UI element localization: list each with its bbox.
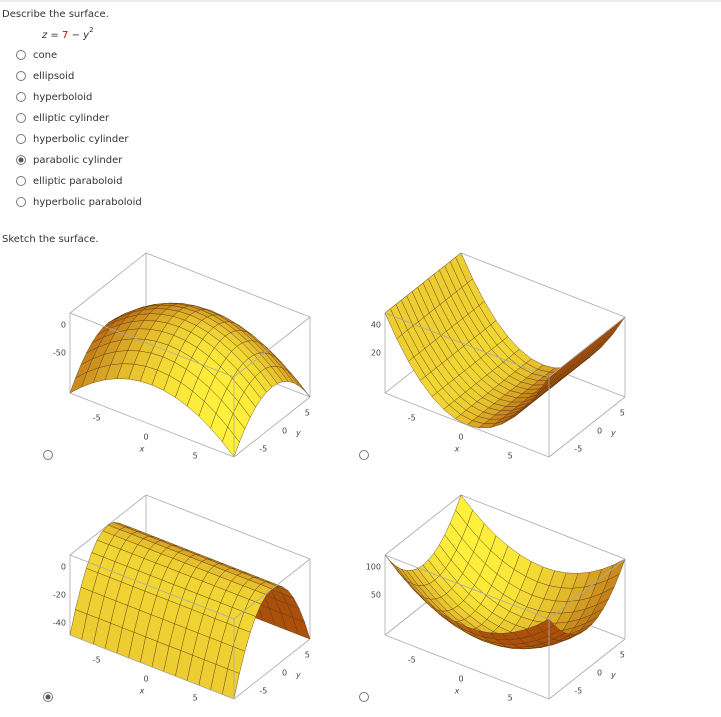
- box-edge: [145, 252, 311, 318]
- box-edge: [233, 316, 311, 378]
- x-tick-label: 0: [143, 675, 148, 684]
- equation-exponent: 2: [89, 26, 93, 34]
- y-tick-label: 5: [305, 651, 310, 660]
- box-edge: [233, 558, 311, 620]
- y-tick-label: -5: [259, 445, 267, 454]
- radio-button[interactable]: [359, 450, 369, 460]
- radio-dot: [45, 694, 51, 700]
- y-tick-label: 5: [620, 409, 625, 418]
- z-tick-label: -50: [53, 349, 66, 358]
- box-edge: [233, 396, 311, 458]
- option-label[interactable]: elliptic cylinder: [33, 113, 110, 124]
- x-axis-label: x: [454, 445, 460, 454]
- z-tick-label: 20: [371, 349, 381, 358]
- box-edge: [384, 494, 462, 556]
- surface-patch: [596, 325, 615, 347]
- option-label[interactable]: hyperbolic paraboloid: [33, 197, 142, 208]
- x-tick-label: 0: [458, 433, 463, 442]
- radio-dot: [18, 157, 24, 163]
- x-tick-label: 0: [143, 433, 148, 442]
- box-edge: [460, 494, 626, 560]
- x-tick-label: 5: [508, 694, 513, 703]
- z-tick-label: 0: [61, 321, 66, 330]
- option-label[interactable]: parabolic cylinder: [33, 155, 123, 166]
- x-tick-label: -5: [408, 655, 416, 664]
- z-tick-label: -40: [53, 619, 66, 628]
- box-edge: [69, 634, 235, 700]
- box-edge: [69, 252, 147, 314]
- option-label[interactable]: elliptic paraboloid: [33, 176, 122, 187]
- radio-button[interactable]: [16, 50, 26, 60]
- question-prompt: Describe the surface.: [2, 9, 109, 20]
- x-axis-label: x: [139, 687, 145, 696]
- sketch-prompt: Sketch the surface.: [2, 234, 99, 245]
- x-axis-label: x: [454, 687, 460, 696]
- box-edge: [233, 638, 311, 700]
- y-tick-label: 0: [282, 427, 287, 436]
- radio-button[interactable]: [16, 113, 26, 123]
- option-label[interactable]: ellipsoid: [33, 71, 74, 82]
- y-axis-label: y: [610, 671, 616, 680]
- y-tick-label: -5: [574, 687, 582, 696]
- equation-operator: −: [72, 30, 80, 41]
- y-axis-label: y: [610, 429, 616, 438]
- y-tick-label: 0: [597, 427, 602, 436]
- x-tick-label: 0: [458, 675, 463, 684]
- x-tick-label: -5: [408, 413, 416, 422]
- y-tick-label: 0: [282, 669, 287, 678]
- radio-button[interactable]: [43, 450, 53, 460]
- box-edge: [69, 554, 235, 620]
- option-label[interactable]: hyperboloid: [33, 92, 92, 103]
- box-edge: [384, 554, 550, 620]
- z-tick-label: 50: [371, 591, 381, 600]
- box-edge: [69, 392, 235, 458]
- box-edge: [460, 252, 626, 318]
- radio-button[interactable]: [359, 692, 369, 702]
- radio-button[interactable]: [16, 176, 26, 186]
- box-edge: [548, 396, 626, 458]
- box-edge: [548, 558, 626, 620]
- box-edge: [548, 316, 626, 378]
- radio-button[interactable]: [16, 92, 26, 102]
- x-axis-label: x: [139, 445, 145, 454]
- x-tick-label: 5: [193, 452, 198, 461]
- y-tick-label: -5: [259, 687, 267, 696]
- y-tick-label: 5: [620, 651, 625, 660]
- z-tick-label: 40: [371, 321, 381, 330]
- surface-patch: [607, 316, 626, 339]
- radio-button[interactable]: [16, 134, 26, 144]
- y-tick-label: 0: [597, 669, 602, 678]
- x-tick-label: -5: [93, 413, 101, 422]
- radio-button[interactable]: [16, 197, 26, 207]
- box-edge: [548, 638, 626, 700]
- y-axis-label: y: [295, 671, 301, 680]
- surface-patch: [536, 618, 555, 632]
- surface-patch: [602, 321, 620, 343]
- x-tick-label: 5: [508, 452, 513, 461]
- equation: z = 7 − y2: [41, 26, 94, 41]
- box-edge: [69, 312, 235, 378]
- box-edge: [384, 392, 550, 458]
- z-tick-label: -20: [53, 591, 66, 600]
- equation-variable: y: [82, 30, 90, 41]
- box-edge: [145, 494, 311, 560]
- box-edge: [384, 634, 550, 700]
- surface-patch: [222, 426, 240, 458]
- y-tick-label: 5: [305, 409, 310, 418]
- option-label[interactable]: hyperbolic cylinder: [33, 134, 129, 145]
- box-edge: [384, 312, 550, 378]
- z-tick-label: 0: [61, 563, 66, 572]
- radio-button[interactable]: [16, 71, 26, 81]
- z-tick-label: 100: [366, 563, 381, 572]
- equation-lhs: z =: [41, 30, 59, 41]
- x-tick-label: -5: [93, 655, 101, 664]
- x-tick-label: 5: [193, 694, 198, 703]
- y-axis-label: y: [295, 429, 301, 438]
- option-label[interactable]: cone: [33, 50, 57, 61]
- equation-constant: 7: [62, 30, 68, 41]
- y-tick-label: -5: [574, 445, 582, 454]
